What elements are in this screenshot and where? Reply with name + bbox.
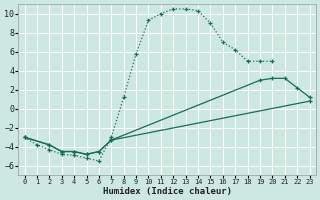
X-axis label: Humidex (Indice chaleur): Humidex (Indice chaleur)	[103, 187, 232, 196]
